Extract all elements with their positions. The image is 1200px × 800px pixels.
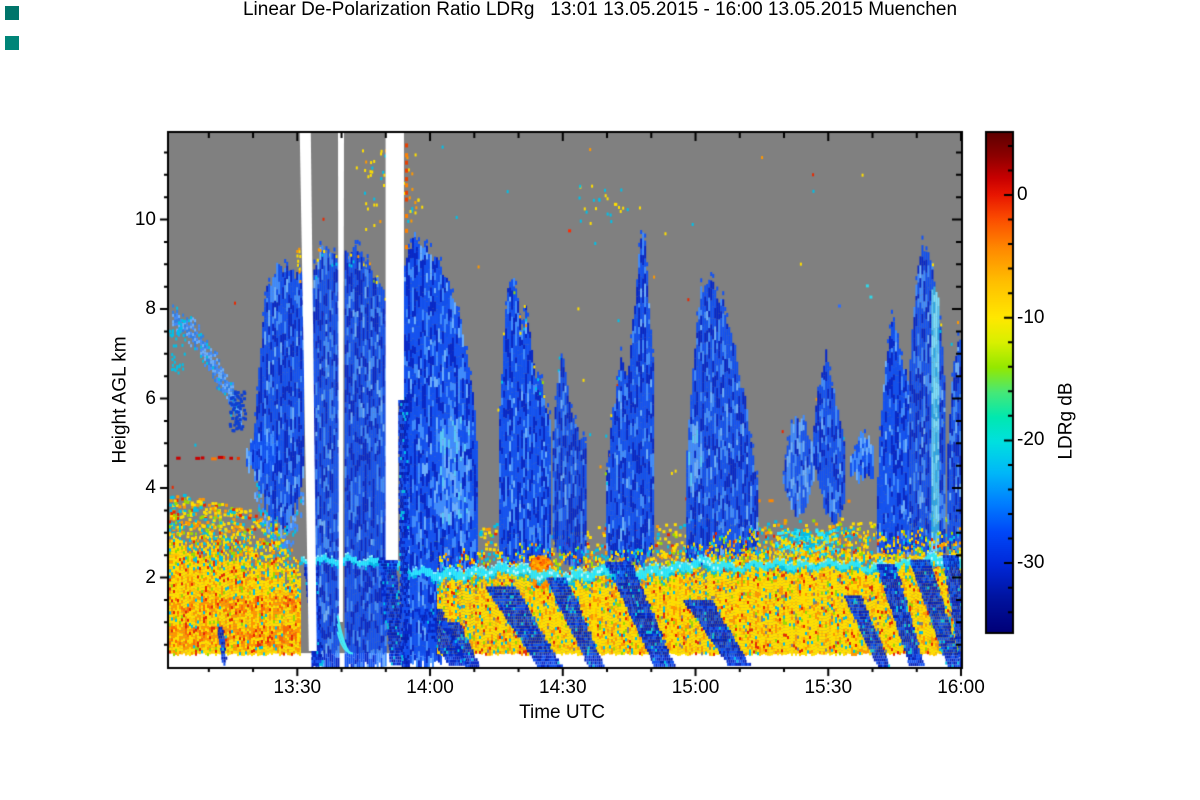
x-tick-label: 15:30 [804,677,853,698]
x-tick-label: 15:00 [671,677,720,698]
x-tick-label: 14:00 [406,677,454,698]
x-axis-title: Time UTC [519,702,605,723]
colorbar-tick-label: 0 [1017,184,1028,205]
y-tick-label: 8 [145,298,156,319]
y-tick-label: 2 [145,566,156,588]
corner-marker-1 [5,6,19,20]
corner-marker-2 [5,36,19,50]
y-tick-label: 10 [134,208,156,230]
colorbar-tick-label: -20 [1017,429,1045,451]
colorbar-tick-label: -30 [1017,552,1045,574]
x-tick-label: 13:30 [273,677,322,698]
colorbar-title: LDRg dB [1055,382,1077,460]
y-tick-label: 6 [145,387,156,409]
x-tick-label: 16:00 [937,677,985,698]
y-tick-label: 4 [145,477,156,498]
chart-title: Linear De-Polarization Ratio LDRg 13:01 … [242,0,958,20]
x-tick-label: 14:30 [539,677,587,698]
colorbar-tick-label: -10 [1017,306,1045,328]
